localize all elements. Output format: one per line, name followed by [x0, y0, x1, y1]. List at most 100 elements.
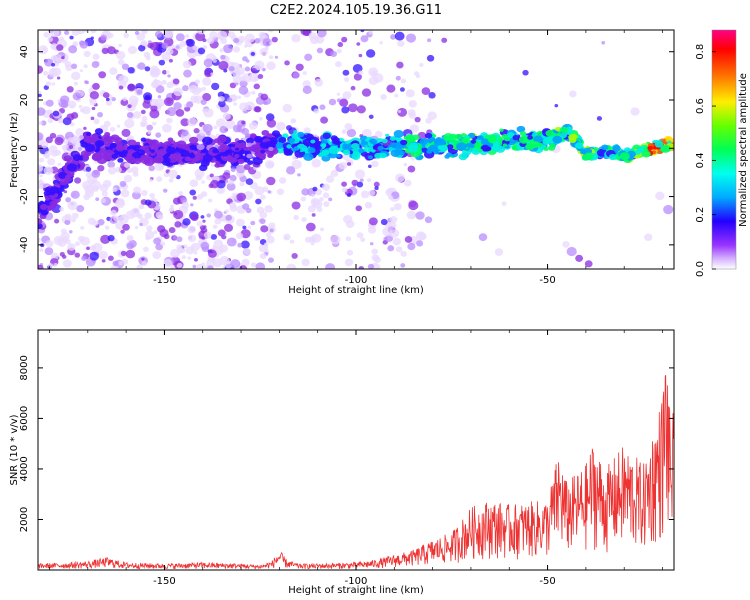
heatmap-cell [262, 186, 269, 192]
heatmap-cell [406, 210, 417, 220]
heatmap-cell [335, 61, 342, 68]
heatmap-ridge-cell [552, 135, 563, 144]
heatmap-cell [339, 98, 349, 107]
heatmap-cell [562, 240, 570, 248]
heatmap-cell [373, 256, 381, 264]
heatmap-cell [122, 223, 130, 231]
heatmap-cell [76, 205, 85, 213]
heatmap-ridge-cell [634, 149, 641, 155]
heatmap-cell [200, 99, 207, 105]
heatmap-cell [202, 93, 212, 102]
heatmap-cell [70, 112, 79, 119]
heatmap-ridge-cell [619, 152, 630, 161]
heatmap-cell [38, 264, 44, 269]
heatmap-cell [400, 263, 406, 268]
heatmap-cell [264, 205, 273, 213]
heatmap-ridge-cell [246, 153, 253, 159]
heatmap-cell [72, 92, 82, 101]
heatmap-cell [123, 162, 130, 168]
heatmap-cell [146, 225, 153, 232]
heatmap-ridge-cell [345, 144, 352, 150]
heatmap-cell [278, 177, 287, 184]
heatmap-ridge-cell [458, 153, 468, 161]
heatmap-cell [336, 92, 341, 96]
heatmap-cell [155, 132, 162, 138]
heatmap-ridge-cell [80, 141, 89, 148]
heatmap-cell [301, 188, 310, 196]
heatmap-cell [49, 132, 57, 139]
heatmap-cell [254, 235, 260, 242]
heatmap-cell [330, 50, 338, 58]
heatmap-ridge-cell [246, 142, 253, 147]
heatmap-cell [368, 114, 374, 119]
heatmap-cell [168, 169, 178, 179]
heatmap-cell [282, 103, 293, 113]
heatmap-cell [81, 255, 87, 261]
heatmap-cell [271, 36, 278, 43]
colorbar-ticks: 0.0 0.2 0.4 0.6 0.8 [695, 44, 716, 277]
heatmap-cell [49, 30, 60, 38]
heatmap-cell [268, 55, 274, 60]
heatmap-ridge-cell [111, 153, 118, 159]
heatmap-cell [149, 193, 156, 199]
heatmap-cell [123, 32, 130, 38]
heatmap-ridge-cell [94, 149, 100, 153]
heatmap-cell [254, 37, 261, 44]
heatmap-cell [109, 67, 118, 75]
heatmap-cell [163, 258, 173, 268]
heatmap-cell [47, 118, 54, 124]
heatmap-cell [92, 242, 103, 253]
heatmap-cell [79, 108, 85, 113]
heatmap-cell [342, 91, 352, 100]
heatmap-cell [195, 32, 206, 42]
heatmap-cell [367, 263, 375, 269]
heatmap-cell [136, 89, 143, 95]
heatmap-cell [38, 90, 42, 95]
heatmap-ridge-cell [217, 145, 227, 153]
heatmap-cell [83, 50, 91, 58]
heatmap-cell [45, 240, 54, 248]
heatmap-ridge-cell [117, 157, 124, 163]
heatmap-cell [129, 208, 141, 218]
heatmap-cell [355, 205, 362, 212]
heatmap-ridge-cell [243, 147, 249, 151]
heatmap-cell [50, 43, 58, 50]
heatmap-cell [190, 213, 199, 222]
heatmap-cell [266, 176, 276, 186]
heatmap-cell [207, 198, 213, 203]
heatmap-ridge-cell [495, 145, 506, 153]
heatmap-cell [224, 209, 229, 214]
heatmap-cell [68, 45, 78, 54]
heatmap-cell [400, 250, 407, 257]
heatmap-cell [268, 222, 276, 229]
snr-y-ticks: 2000 4000 6000 8000 [19, 355, 674, 532]
heatmap-cell [62, 259, 72, 268]
heatmap-cell [226, 182, 236, 191]
heatmap-cell [269, 41, 273, 45]
heatmap-cell [91, 169, 101, 178]
heatmap-cell [64, 30, 70, 35]
heatmap-ridge-cell [307, 147, 316, 154]
heatmap-cell [187, 234, 197, 243]
heatmap-cell [225, 214, 232, 221]
heatmap-cell [99, 183, 109, 193]
heatmap-cell [136, 264, 143, 269]
heatmap-cell [348, 103, 358, 113]
heatmap-cell [291, 159, 302, 170]
heatmap-cell [140, 109, 146, 115]
heatmap-ridge-cell [286, 144, 293, 149]
heatmap-cell [292, 72, 300, 79]
heatmap-cell [371, 248, 379, 255]
heatmap-cell [190, 95, 199, 104]
heatmap-cell [237, 95, 242, 99]
heatmap-cell [43, 85, 49, 90]
heatmap-cell [195, 174, 203, 181]
heatmap-cell [217, 30, 228, 41]
heatmap-cell [154, 98, 165, 108]
heatmap-cell [425, 117, 432, 124]
heatmap-cell [187, 225, 196, 234]
heatmap-ridge-cell [163, 157, 171, 164]
heatmap-cell [70, 136, 81, 146]
heatmap-ridge-cell [254, 135, 263, 143]
heatmap-cell [478, 233, 488, 242]
